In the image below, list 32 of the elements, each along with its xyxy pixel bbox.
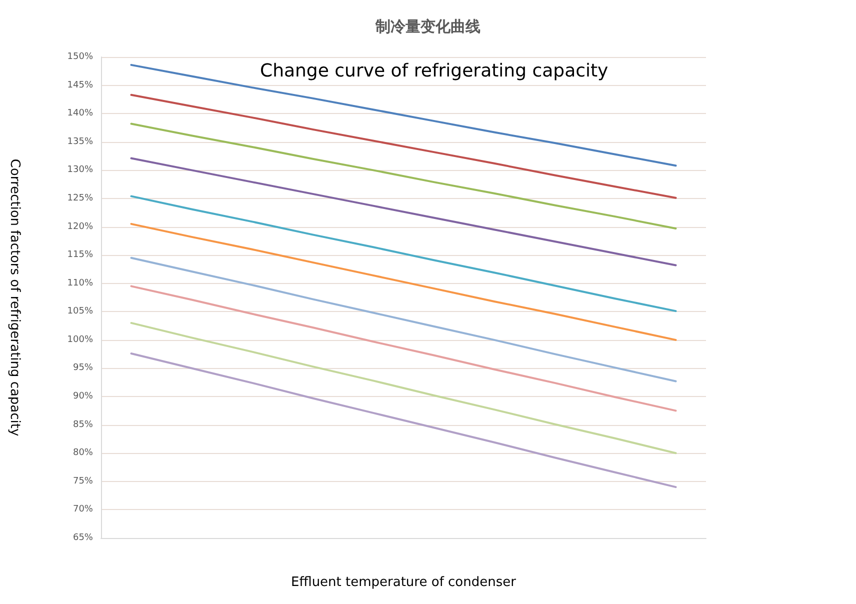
y-tick-label: 110% [67,278,94,288]
y-tick-label: 105% [67,306,94,317]
x-axis-title: Effluent temperature of condenser [291,575,517,590]
y-tick-label: 85% [72,420,94,430]
y-tick-label: 145% [67,80,94,90]
y-axis-title: Correction factors of refrigerating capacity [7,158,22,437]
y-tick-label: 100% [67,334,94,345]
y-tick-label: 90% [72,392,94,402]
y-tick-label: 115% [67,250,94,260]
line-series [130,157,677,266]
y-tick-label: 135% [67,136,94,147]
annotation: Change curve of refrigerating capacity [260,60,609,82]
line-series [130,122,677,230]
y-tick-label: 120% [67,222,94,232]
y-tick-label: 65% [72,533,94,543]
line-series [130,64,677,167]
line-series [130,285,677,412]
line-series [130,322,677,454]
y-tick-label: 150% [67,52,94,62]
y-tick-label: 75% [72,476,94,486]
line-series [130,94,677,199]
line-series [130,256,677,382]
y-tick-label: 70% [72,504,94,515]
line-series [130,195,677,312]
y-tick-label: 95% [72,363,94,374]
chart-title: 制冷量变化曲线 [374,18,480,36]
line-series [130,352,677,488]
y-tick-label: 80% [72,448,94,458]
y-tick-label: 125% [67,193,94,204]
y-tick-label: 130% [67,165,94,176]
line-series [130,222,677,341]
y-tick-label: 140% [67,108,94,119]
